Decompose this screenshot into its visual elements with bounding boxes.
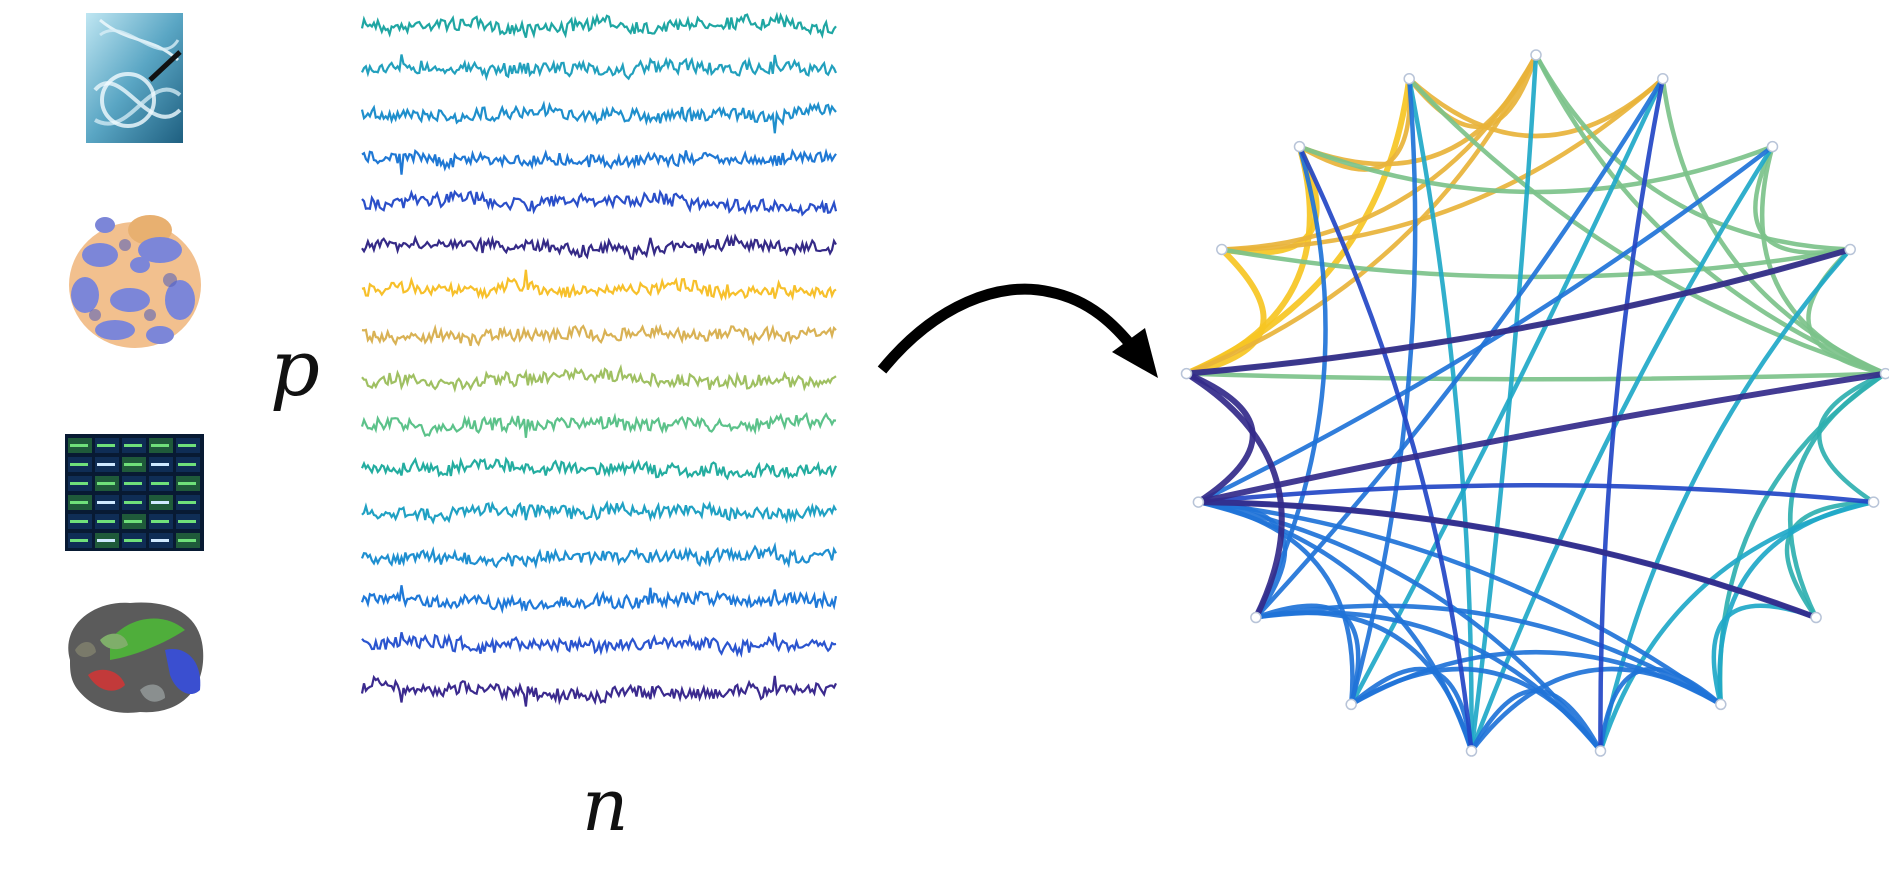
network-edge <box>1350 650 1722 707</box>
network-edge <box>1598 248 1852 752</box>
network-edge <box>1407 77 1887 376</box>
protein-icon <box>69 215 201 348</box>
network-edge <box>1817 371 1887 504</box>
network-node <box>1250 611 1262 624</box>
time-series-trace <box>361 269 837 302</box>
network-edge <box>1534 53 1851 252</box>
network-edge <box>1185 53 1539 376</box>
time-series-trace <box>360 585 838 615</box>
time-series-trace <box>360 412 837 438</box>
network-node <box>1844 243 1856 256</box>
network-node <box>1345 698 1357 711</box>
network-edge <box>1186 246 1852 377</box>
network-edge <box>1197 144 1774 505</box>
network-edge <box>1717 499 1875 705</box>
brain-icon <box>68 602 204 713</box>
network-edge <box>1184 371 1285 619</box>
network-edge <box>1198 499 1817 620</box>
network-edge <box>1406 78 1474 752</box>
network-edge <box>1197 499 1474 752</box>
network-edge <box>1185 78 1413 377</box>
data-sources <box>65 13 204 713</box>
network-node <box>1594 745 1607 757</box>
time-series-trace <box>360 674 837 707</box>
network-edge <box>1221 77 1665 252</box>
network-node <box>1293 140 1306 153</box>
network-node <box>1180 367 1193 380</box>
time-series-trace <box>361 323 837 347</box>
time-series-trace <box>361 233 837 261</box>
network-edge <box>1198 483 1874 505</box>
time-series-trace <box>360 11 837 40</box>
stock-board-icon <box>65 434 204 551</box>
time-series-stack <box>360 11 838 707</box>
network-edge <box>1469 145 1775 752</box>
network-edge <box>1185 370 1256 505</box>
n-label: n <box>582 763 628 847</box>
time-series-trace <box>360 100 837 134</box>
dna-icon <box>86 13 183 143</box>
network-edge <box>1186 371 1886 382</box>
network-node <box>1403 72 1415 85</box>
network-edge <box>1784 499 1874 619</box>
network-edge <box>1221 247 1851 280</box>
time-series-trace <box>361 363 837 393</box>
network-edge <box>1753 145 1851 255</box>
transform-arrow <box>877 283 1158 378</box>
time-series-trace <box>361 54 838 82</box>
network-node <box>1715 698 1727 711</box>
network-node <box>1216 243 1228 256</box>
network-edge <box>1298 78 1413 172</box>
network-node <box>1530 49 1542 61</box>
network-edge <box>1197 370 1886 506</box>
network-node <box>1810 611 1822 624</box>
network-edge <box>1598 78 1666 752</box>
network-edge <box>1255 603 1722 707</box>
network-edge <box>1349 78 1418 705</box>
network-edge <box>1253 145 1328 619</box>
network-node <box>1657 72 1669 85</box>
network-edge <box>1598 499 1875 752</box>
network-graph <box>1180 49 1889 757</box>
time-series-trace <box>361 147 837 175</box>
network-edge <box>1198 499 1723 707</box>
network-node <box>1192 496 1205 508</box>
time-series-trace <box>361 189 838 217</box>
time-series-trace <box>361 632 837 658</box>
network-edge <box>1255 603 1361 705</box>
network-edge <box>1711 603 1817 705</box>
network-edge <box>1533 53 1887 376</box>
network-node <box>1465 745 1478 757</box>
network-edge <box>1197 499 1603 753</box>
network-edge <box>1660 78 1887 376</box>
network-edge <box>1717 371 1887 705</box>
time-series-trace <box>360 541 837 570</box>
p-label: p <box>270 324 320 414</box>
network-node <box>1766 140 1779 153</box>
network-node <box>1867 496 1880 508</box>
network-edge <box>1198 499 1818 621</box>
time-series-trace <box>360 456 838 481</box>
network-edge <box>1254 77 1665 620</box>
network-edge <box>1255 610 1603 753</box>
network-node <box>1879 367 1889 380</box>
network-edge <box>1297 145 1474 752</box>
network-edge <box>1298 53 1539 167</box>
time-series-trace <box>361 500 837 525</box>
